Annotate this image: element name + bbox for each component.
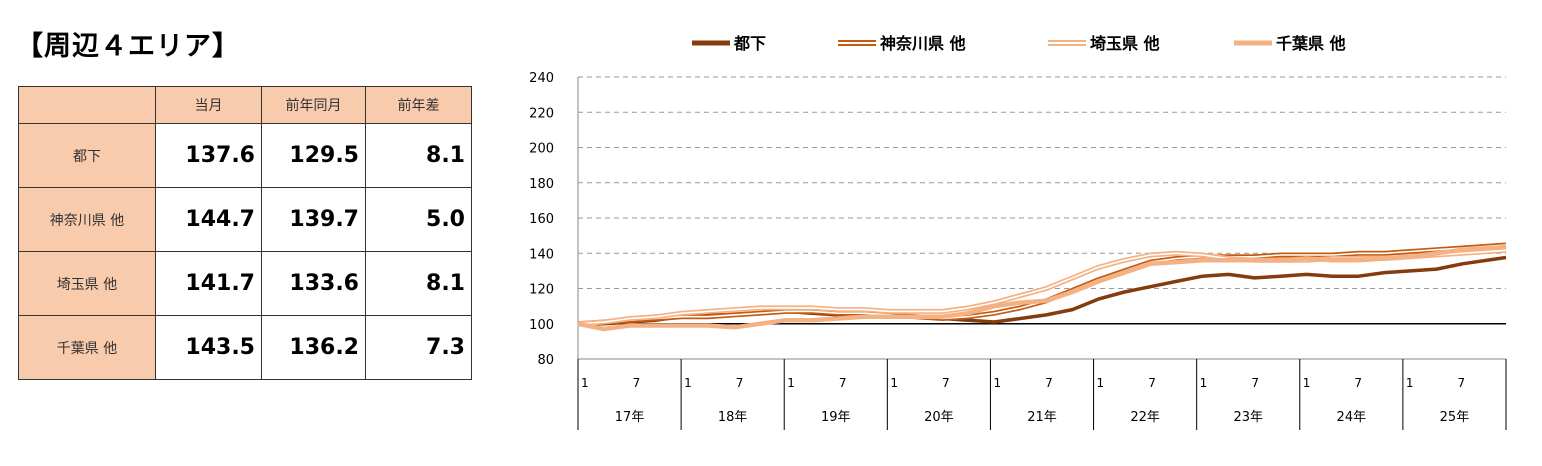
month-tick-label: 7 [1045, 376, 1053, 390]
table-header-corner [18, 86, 156, 124]
year-label: 18年 [718, 410, 748, 425]
month-tick-label: 7 [1458, 376, 1466, 390]
series-line-inner-1 [577, 244, 1507, 325]
cell-prev: 139.7 [261, 187, 366, 252]
table-header-diff: 前年差 [365, 86, 472, 124]
table-header-prev: 前年同月 [261, 86, 366, 124]
year-label: 17年 [615, 410, 645, 425]
line-chart: 80 100 120 140 160 180 200 220 240 1 7 17年 1 7 18年 1 7 19… [529, 34, 1507, 430]
y-tick-label: 140 [529, 247, 554, 262]
row-label: 神奈川県 他 [18, 187, 156, 252]
month-tick-label: 7 [942, 376, 950, 390]
y-tick-label: 80 [537, 353, 554, 368]
y-tick-label: 180 [529, 177, 554, 192]
row-label: 都下 [18, 123, 156, 188]
cell-current: 141.7 [155, 251, 262, 316]
y-tick-label: 160 [529, 212, 554, 227]
year-label: 24年 [1337, 410, 1367, 425]
month-tick-label: 1 [1303, 376, 1311, 390]
cell-current: 144.7 [155, 187, 262, 252]
legend-label: 埼玉県 他 [1090, 34, 1160, 53]
row-label: 千葉県 他 [18, 315, 156, 380]
month-tick-label: 1 [684, 376, 692, 390]
summary-table: 当月 前年同月 前年差 都下 137.6 129.5 8.1 神奈川県 他 14… [18, 86, 472, 380]
cell-prev: 136.2 [261, 315, 366, 380]
month-tick-label: 1 [581, 376, 589, 390]
year-label: 23年 [1233, 410, 1263, 425]
table-row: 神奈川県 他 144.7 139.7 5.0 [18, 187, 472, 252]
y-tick-label: 100 [529, 318, 554, 333]
month-tick-label: 1 [890, 376, 898, 390]
y-tick-label: 200 [529, 142, 554, 157]
y-tick-label: 120 [529, 283, 554, 298]
month-tick-label: 1 [787, 376, 795, 390]
legend-label: 千葉県 他 [1276, 34, 1346, 53]
month-tick-label: 7 [736, 376, 744, 390]
year-label: 21年 [1027, 410, 1057, 425]
page-title: 【周辺４エリア】 [16, 31, 240, 62]
year-label: 20年 [924, 410, 954, 425]
cell-prev: 133.6 [261, 251, 366, 316]
table-row: 都下 137.6 129.5 8.1 [18, 123, 472, 188]
row-label: 埼玉県 他 [18, 251, 156, 316]
y-tick-label: 240 [529, 71, 554, 86]
table-header-current: 当月 [155, 86, 262, 124]
cell-diff: 8.1 [365, 123, 472, 188]
y-tick-label: 220 [529, 106, 554, 121]
cell-diff: 8.1 [365, 251, 472, 316]
table-header-row: 当月 前年同月 前年差 [18, 86, 472, 124]
series-line-3 [577, 244, 1507, 332]
month-tick-label: 7 [839, 376, 847, 390]
year-label: 19年 [821, 410, 851, 425]
table-row: 千葉県 他 143.5 136.2 7.3 [18, 315, 472, 380]
month-tick-label: 7 [633, 376, 641, 390]
month-tick-label: 7 [1251, 376, 1259, 390]
year-label: 25年 [1440, 410, 1470, 425]
month-tick-label: 7 [1354, 376, 1362, 390]
table-row: 埼玉県 他 141.7 133.6 8.1 [18, 251, 472, 316]
cell-prev: 129.5 [261, 123, 366, 188]
cell-diff: 7.3 [365, 315, 472, 380]
legend-label: 都下 [733, 34, 766, 53]
year-label: 22年 [1130, 410, 1160, 425]
month-tick-label: 1 [1200, 376, 1208, 390]
legend-label: 神奈川県 他 [880, 34, 966, 53]
month-tick-label: 7 [1148, 376, 1156, 390]
cell-current: 143.5 [155, 315, 262, 380]
cell-current: 137.6 [155, 123, 262, 188]
cell-diff: 5.0 [365, 187, 472, 252]
month-tick-label: 1 [993, 376, 1001, 390]
month-tick-label: 1 [1097, 376, 1105, 390]
month-tick-label: 1 [1406, 376, 1414, 390]
